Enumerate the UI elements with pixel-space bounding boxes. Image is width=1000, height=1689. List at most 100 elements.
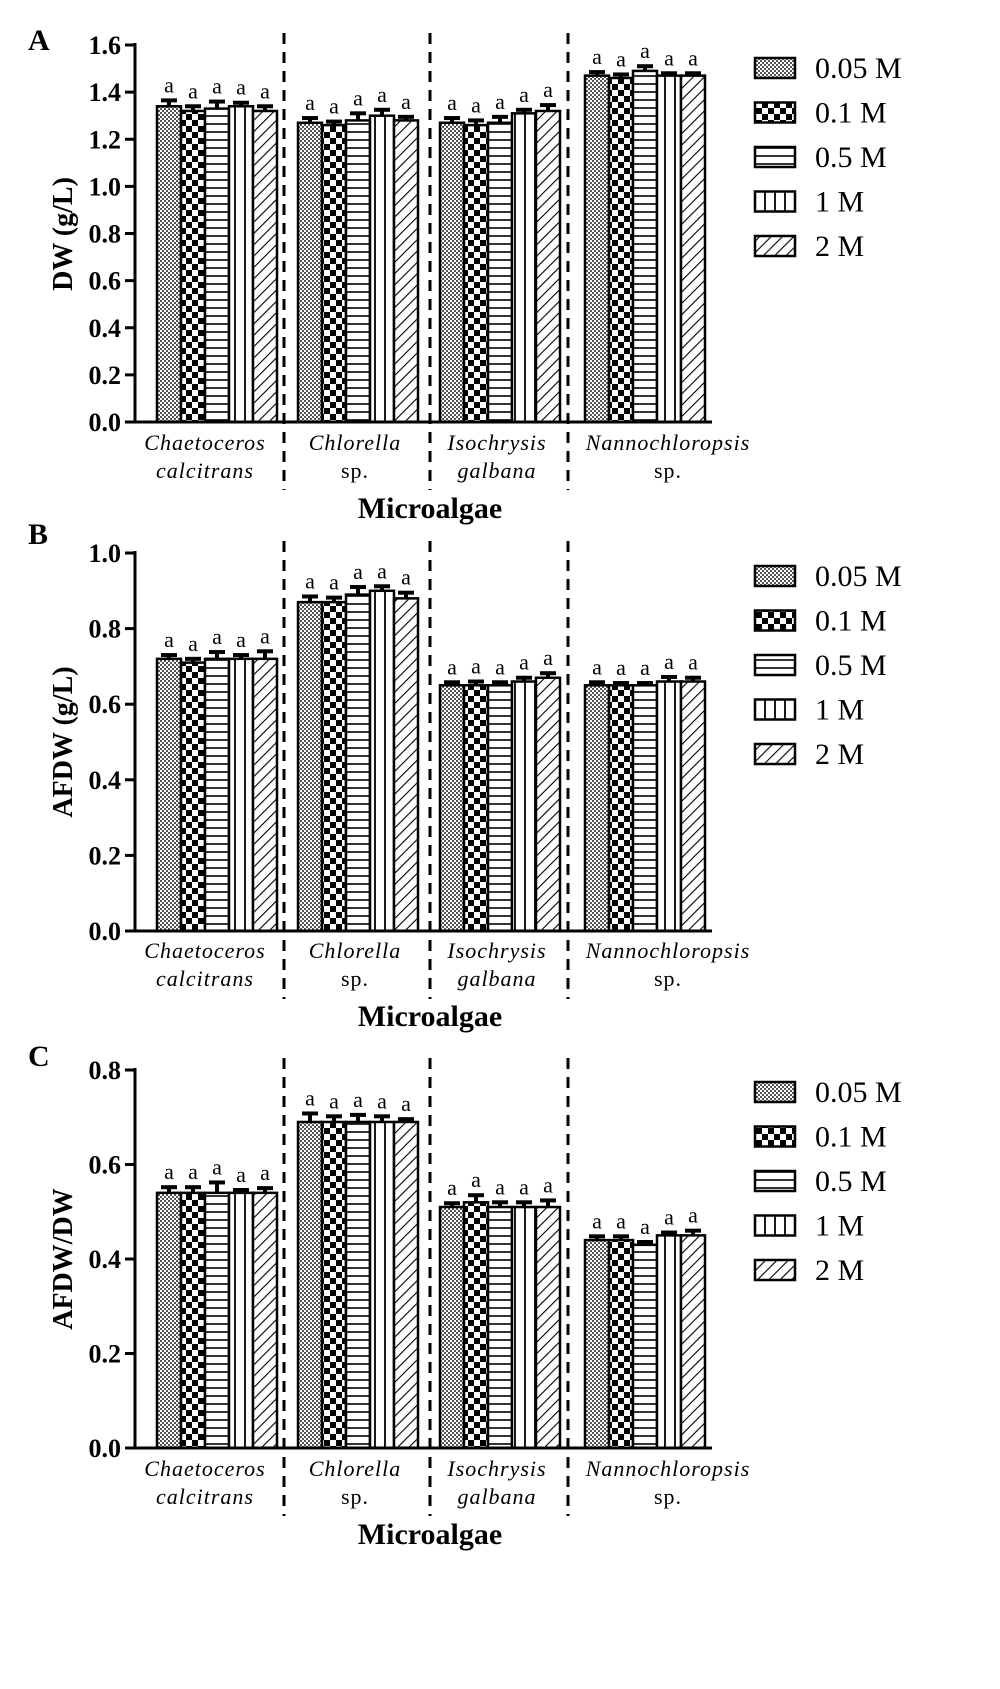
bar: [486, 1205, 514, 1450]
legend-swatch: [753, 698, 797, 721]
significance-label: a: [640, 655, 650, 680]
bar: [631, 684, 659, 933]
y-tick-label: 0.8: [89, 1056, 122, 1085]
significance-label: a: [495, 89, 505, 114]
significance-label: a: [164, 1159, 174, 1184]
bar: [392, 119, 420, 424]
significance-label: a: [329, 94, 339, 119]
bar: [607, 684, 635, 933]
x-category-label: Nannochloropsis: [585, 938, 751, 963]
significance-label: a: [164, 72, 174, 97]
x-category-label: Isochrysis: [446, 1456, 546, 1481]
y-tick-label: 0.4: [89, 766, 122, 795]
y-tick-label: 0.4: [89, 1245, 122, 1274]
y-axis-label: DW (g/L): [48, 177, 79, 291]
legend-label: 0.1 M: [815, 97, 887, 130]
significance-label: a: [236, 627, 246, 652]
significance-label: a: [616, 655, 626, 680]
y-tick-label: 0.6: [89, 267, 122, 296]
bar: [368, 114, 396, 424]
bar: [486, 121, 514, 424]
bar: [438, 121, 466, 424]
x-category-label: Chlorella: [309, 1456, 402, 1481]
significance-label: a: [260, 1160, 270, 1185]
legend-swatch: [753, 1169, 797, 1193]
significance-label: a: [236, 1162, 246, 1187]
bar: [344, 1120, 372, 1450]
significance-label: a: [616, 46, 626, 71]
legend-label: 0.05 M: [815, 52, 902, 85]
bar: [203, 1191, 231, 1450]
y-tick-label: 1.6: [89, 31, 122, 60]
significance-label: a: [305, 90, 315, 115]
bar: [510, 112, 538, 424]
x-category-label: Chlorella: [309, 430, 402, 455]
bar: [368, 1120, 396, 1450]
bar: [462, 1201, 490, 1450]
significance-label: a: [543, 645, 553, 670]
bar: [203, 107, 231, 424]
significance-label: a: [543, 1172, 553, 1197]
bar: [510, 1205, 538, 1450]
legend-swatch: [753, 564, 797, 588]
bar: [155, 657, 183, 933]
significance-label: a: [212, 1154, 222, 1179]
legend-swatch: [753, 653, 797, 677]
legend-label: 0.5 M: [815, 141, 887, 174]
significance-label: a: [519, 650, 529, 675]
bar: [583, 684, 611, 933]
bar: [679, 680, 707, 933]
bar: [251, 657, 279, 933]
bar: [583, 74, 611, 424]
significance-label: a: [616, 1208, 626, 1233]
significance-label: a: [353, 1087, 363, 1112]
significance-label: a: [188, 631, 198, 656]
bar: [251, 109, 279, 424]
significance-label: a: [236, 75, 246, 100]
bar: [203, 657, 231, 933]
x-category-label: Chaetoceros: [144, 1456, 265, 1481]
significance-label: a: [377, 558, 387, 583]
x-category-label: calcitrans: [156, 458, 254, 483]
legend-label: 2 M: [815, 738, 864, 771]
significance-label: a: [543, 77, 553, 102]
x-category-label: Isochrysis: [446, 938, 546, 963]
significance-label: a: [688, 1203, 698, 1228]
x-category-label: galbana: [457, 458, 536, 483]
legend-swatch: [753, 1080, 797, 1104]
significance-label: a: [188, 1159, 198, 1184]
bar: [583, 1238, 611, 1450]
bar: [344, 593, 372, 933]
significance-label: a: [305, 568, 315, 593]
significance-label: a: [260, 78, 270, 103]
significance-label: a: [377, 1088, 387, 1113]
legend-label: 0.05 M: [815, 560, 902, 593]
bar: [227, 657, 255, 933]
legend-swatch: [753, 101, 797, 124]
legend-label: 1 M: [815, 186, 864, 219]
significance-label: a: [401, 1091, 411, 1116]
significance-label: a: [664, 1205, 674, 1230]
significance-label: a: [664, 45, 674, 70]
significance-label: a: [592, 654, 602, 679]
significance-label: a: [688, 650, 698, 675]
bar: [510, 680, 538, 933]
bar: [534, 109, 562, 424]
y-tick-label: 1.0: [89, 172, 122, 201]
significance-label: a: [447, 654, 457, 679]
legend-label: 0.5 M: [815, 649, 887, 682]
bar: [320, 123, 348, 424]
significance-label: a: [212, 74, 222, 99]
x-axis-label: Microalgae: [358, 1518, 502, 1551]
y-tick-label: 1.2: [89, 125, 122, 154]
significance-label: a: [664, 649, 674, 674]
x-category-label: sp.: [654, 458, 682, 483]
y-tick-label: 0.6: [89, 1151, 122, 1180]
legend-swatch: [753, 609, 797, 632]
significance-label: a: [495, 654, 505, 679]
bar: [462, 684, 490, 933]
significance-label: a: [377, 82, 387, 107]
